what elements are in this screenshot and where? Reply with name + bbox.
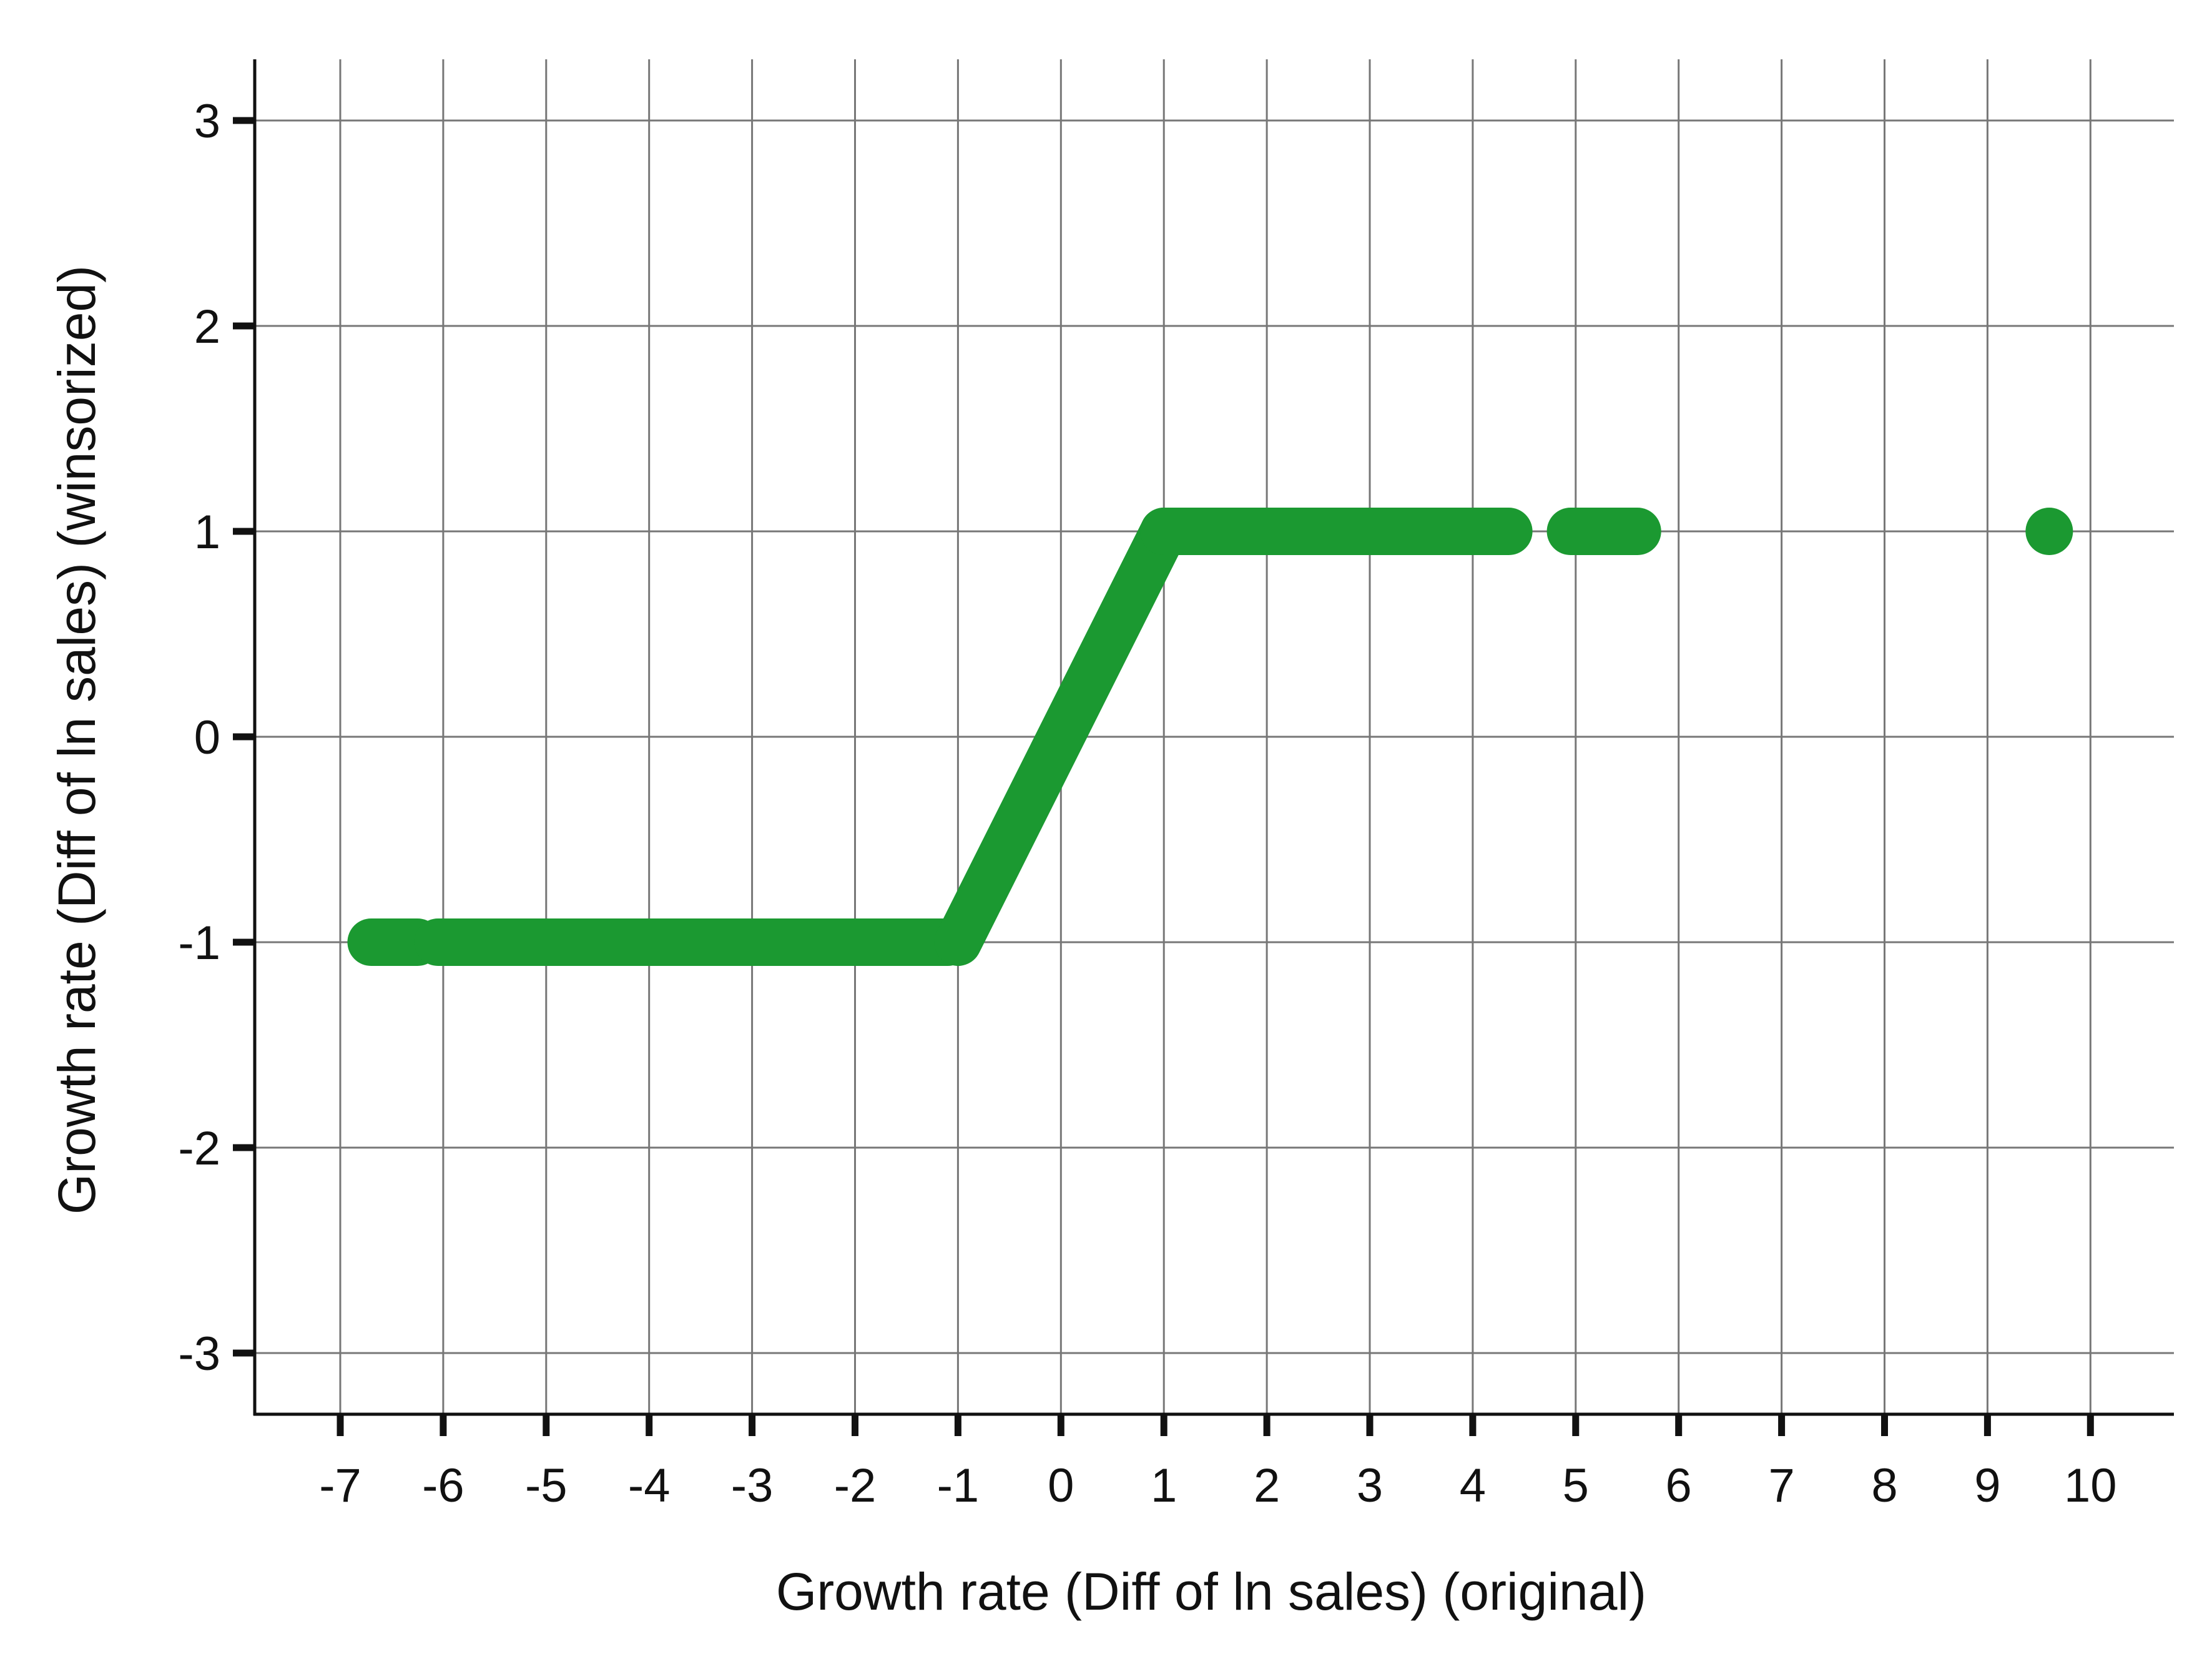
y-tick-label: 2 (194, 300, 220, 353)
data-point (2025, 508, 2073, 555)
x-tick-label: 3 (1357, 1459, 1383, 1512)
x-tick-label: -7 (319, 1459, 361, 1512)
x-tick-label: -2 (834, 1459, 877, 1512)
y-axis-title: Growth rate (Diff of ln sales) (winsoriz… (47, 265, 106, 1214)
x-tick-label: -3 (731, 1459, 774, 1512)
x-tick-label: 1 (1151, 1459, 1177, 1512)
x-tick-label: 9 (1974, 1459, 2000, 1512)
data-points (347, 508, 2073, 966)
x-tick-label: -1 (937, 1459, 980, 1512)
x-tick-label: 10 (2064, 1459, 2117, 1512)
y-tick-label: -2 (178, 1122, 220, 1175)
x-tick-label: 4 (1460, 1459, 1486, 1512)
x-tick-label: 2 (1254, 1459, 1280, 1512)
tick-labels: -7 -6 -5 -4 -3 -2 -1 0 1 2 3 4 5 6 7 8 9 10 -3 -2 -1 0 1 2 3 (178, 95, 2116, 1512)
x-axis-title: Growth rate (Diff of ln sales) (original… (776, 1562, 1646, 1621)
y-tick-label: 3 (194, 95, 220, 148)
x-tick-label: 7 (1768, 1459, 1794, 1512)
y-tick-label: 1 (194, 506, 220, 559)
axes (233, 59, 2174, 1436)
x-tick-label: 5 (1563, 1459, 1589, 1512)
y-tick-label: -3 (178, 1327, 220, 1381)
x-tick-label: 6 (1666, 1459, 1692, 1512)
x-tick-label: -5 (525, 1459, 568, 1512)
y-tick-label: 0 (194, 711, 220, 764)
x-tick-label: 0 (1048, 1459, 1074, 1512)
data-point-cluster (934, 508, 1188, 966)
x-tick-label: -4 (628, 1459, 671, 1512)
x-tick-label: 8 (1871, 1459, 1897, 1512)
x-tick-label: -6 (422, 1459, 465, 1512)
y-tick-label: -1 (178, 917, 220, 970)
grid-lines (255, 59, 2174, 1414)
